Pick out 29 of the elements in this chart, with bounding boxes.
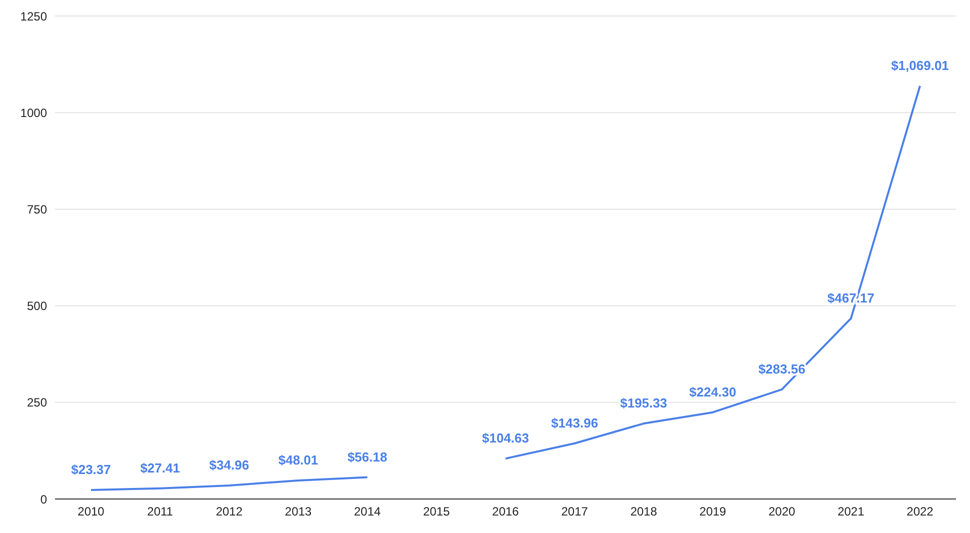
x-tick-label: 2012 bbox=[216, 504, 243, 519]
x-tick-label: 2013 bbox=[284, 504, 312, 519]
y-tick-label: 500 bbox=[26, 299, 48, 314]
data-label: $48.01 bbox=[278, 452, 318, 468]
y-tick-label: 0 bbox=[40, 492, 48, 506]
data-label: $34.96 bbox=[209, 457, 250, 472]
y-tick-label: 1000 bbox=[20, 106, 48, 120]
x-tick-label: 2014 bbox=[354, 504, 382, 519]
x-tick-label: 2019 bbox=[699, 504, 726, 519]
data-label: $23.37 bbox=[71, 462, 111, 477]
data-label: $104.63 bbox=[482, 430, 529, 446]
data-label: $56.18 bbox=[347, 449, 388, 464]
y-tick-label: 1250 bbox=[20, 9, 48, 24]
data-label: $143.96 bbox=[551, 415, 598, 430]
y-tick-label: 250 bbox=[26, 396, 48, 410]
x-tick-label: 2018 bbox=[630, 504, 658, 519]
x-tick-label: 2011 bbox=[147, 504, 174, 519]
data-label: $224.30 bbox=[689, 384, 736, 400]
data-label: $195.33 bbox=[620, 396, 668, 411]
x-tick-label: 2017 bbox=[561, 504, 588, 519]
x-tick-label: 2020 bbox=[768, 504, 796, 519]
y-tick-label: 750 bbox=[26, 202, 48, 216]
x-tick-label: 2015 bbox=[423, 504, 450, 519]
x-tick-label: 2022 bbox=[906, 504, 934, 519]
x-tick-label: 2021 bbox=[838, 504, 865, 519]
data-label: $27.41 bbox=[140, 460, 180, 476]
x-tick-label: 2016 bbox=[492, 504, 520, 519]
x-tick-label: 2010 bbox=[78, 504, 105, 519]
data-label: $1,069.01 bbox=[891, 58, 949, 73]
